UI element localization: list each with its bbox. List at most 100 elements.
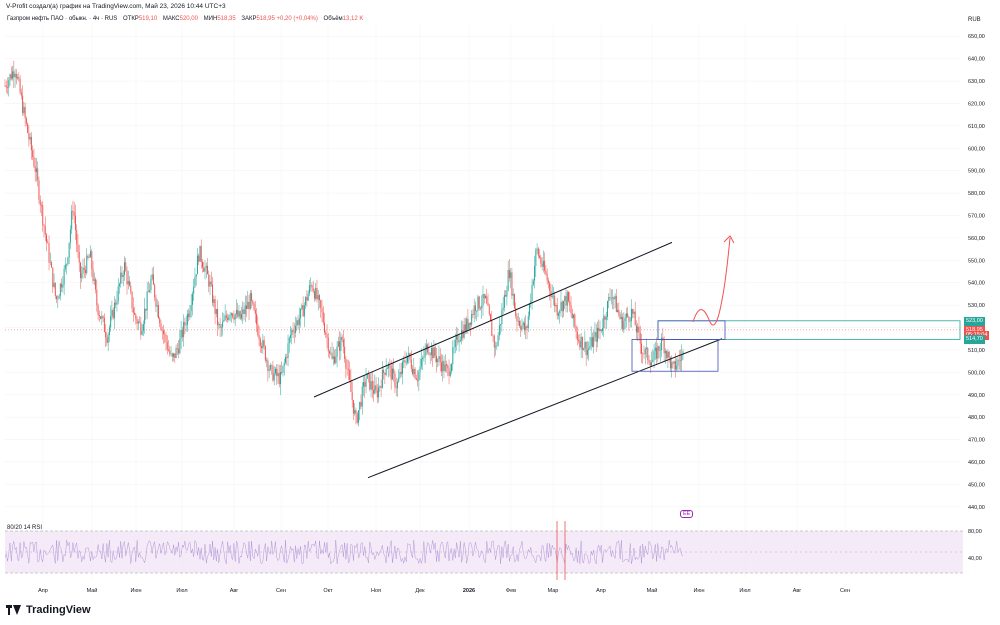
candle-body: [251, 293, 253, 301]
candle-body: [279, 371, 281, 385]
candle-body: [233, 317, 235, 320]
candle-body: [607, 301, 609, 317]
candle-body: [165, 334, 167, 343]
candle-body: [225, 315, 227, 318]
candle-body: [595, 332, 597, 342]
candle-body: [326, 334, 328, 338]
candle-body: [329, 351, 331, 354]
candle-body: [642, 353, 644, 355]
x-tick-label: Июн: [693, 588, 704, 594]
candle-body: [262, 340, 264, 349]
candle-body: [649, 362, 651, 366]
candle-body: [232, 313, 234, 318]
candle-body: [183, 322, 185, 338]
candle-body: [355, 410, 357, 415]
candle-body: [518, 320, 520, 326]
candle-body: [462, 330, 464, 338]
candle-body: [180, 329, 182, 339]
candle-body: [111, 309, 113, 317]
y-tick-label: 570,00: [968, 213, 985, 219]
candle-body: [671, 362, 673, 369]
candle-body: [234, 314, 236, 320]
candle-body: [28, 132, 30, 140]
rsi-tick-label: 40,00: [968, 556, 982, 562]
candle-body: [288, 337, 290, 344]
candle-body: [290, 334, 292, 338]
candle-body: [220, 327, 222, 328]
candle-body: [524, 322, 526, 331]
candle-body: [493, 336, 495, 348]
candle-body: [195, 274, 197, 278]
candle-body: [240, 313, 242, 319]
candle-body: [10, 74, 12, 79]
candle-body: [145, 308, 147, 311]
open-value: 519,10: [138, 16, 158, 22]
candle-body: [14, 73, 16, 78]
candle-body: [627, 313, 629, 317]
candle-body: [590, 337, 592, 347]
candle-body: [604, 316, 606, 320]
candle-body: [535, 250, 537, 266]
candle-body: [430, 348, 432, 356]
candle-body: [369, 374, 371, 390]
candle-body: [7, 87, 9, 88]
symbol-name[interactable]: Газпром нефть ПАО · обыкн. · 4ч · RUS: [7, 16, 118, 22]
candle-body: [557, 313, 559, 316]
candle-body: [461, 330, 463, 340]
candle-body: [157, 305, 159, 319]
candle-body: [335, 356, 337, 364]
candle-body: [81, 273, 83, 279]
candle-body: [351, 391, 353, 401]
candle-body: [563, 301, 565, 312]
candle-body: [243, 309, 245, 314]
candle-body: [228, 315, 230, 320]
candle-body: [66, 264, 68, 265]
candle-body: [507, 270, 509, 291]
candle-body: [545, 270, 547, 275]
candle-body: [532, 280, 534, 285]
candle-body: [112, 309, 114, 319]
candle-body: [5, 85, 7, 88]
candle-body: [383, 369, 385, 374]
candle-body: [399, 371, 401, 378]
candle-body: [586, 349, 588, 356]
candle-body: [78, 252, 80, 263]
x-tick-label: Дек: [415, 588, 425, 594]
y-tick-label: 590,00: [968, 169, 985, 175]
candle-body: [125, 262, 127, 271]
candle-body: [370, 381, 372, 390]
candle-body: [681, 354, 683, 361]
candle-body: [561, 301, 563, 312]
candle-body: [20, 92, 22, 96]
candle-body: [512, 294, 514, 296]
candle-body: [35, 168, 37, 172]
candle-body: [175, 348, 177, 358]
candle-body: [90, 251, 92, 258]
tradingview-logo-icon: [6, 605, 22, 615]
candle-body: [106, 337, 108, 343]
candle-body: [170, 353, 172, 355]
candle-body: [477, 296, 479, 311]
candle-body: [583, 348, 585, 350]
candle-body: [266, 360, 268, 362]
candle-body: [593, 336, 595, 347]
candle-body: [539, 255, 541, 258]
candle-body: [439, 356, 441, 363]
candle-body: [116, 301, 118, 305]
candle-body: [467, 318, 469, 330]
y-tick-label: 470,00: [968, 438, 985, 444]
y-tick-label: 610,00: [968, 124, 985, 130]
candle-body: [282, 365, 284, 373]
candle-body: [40, 205, 42, 206]
candle-body: [185, 324, 187, 326]
candle-body: [640, 343, 642, 354]
candlestick-series: [4, 60, 684, 427]
candle-body: [171, 353, 173, 357]
candle-body: [666, 351, 668, 358]
candle-body: [503, 294, 505, 308]
candle-body: [210, 281, 212, 285]
earnings-badge[interactable]: EE: [680, 510, 694, 518]
candle-body: [357, 410, 359, 423]
candle-body: [86, 255, 88, 274]
